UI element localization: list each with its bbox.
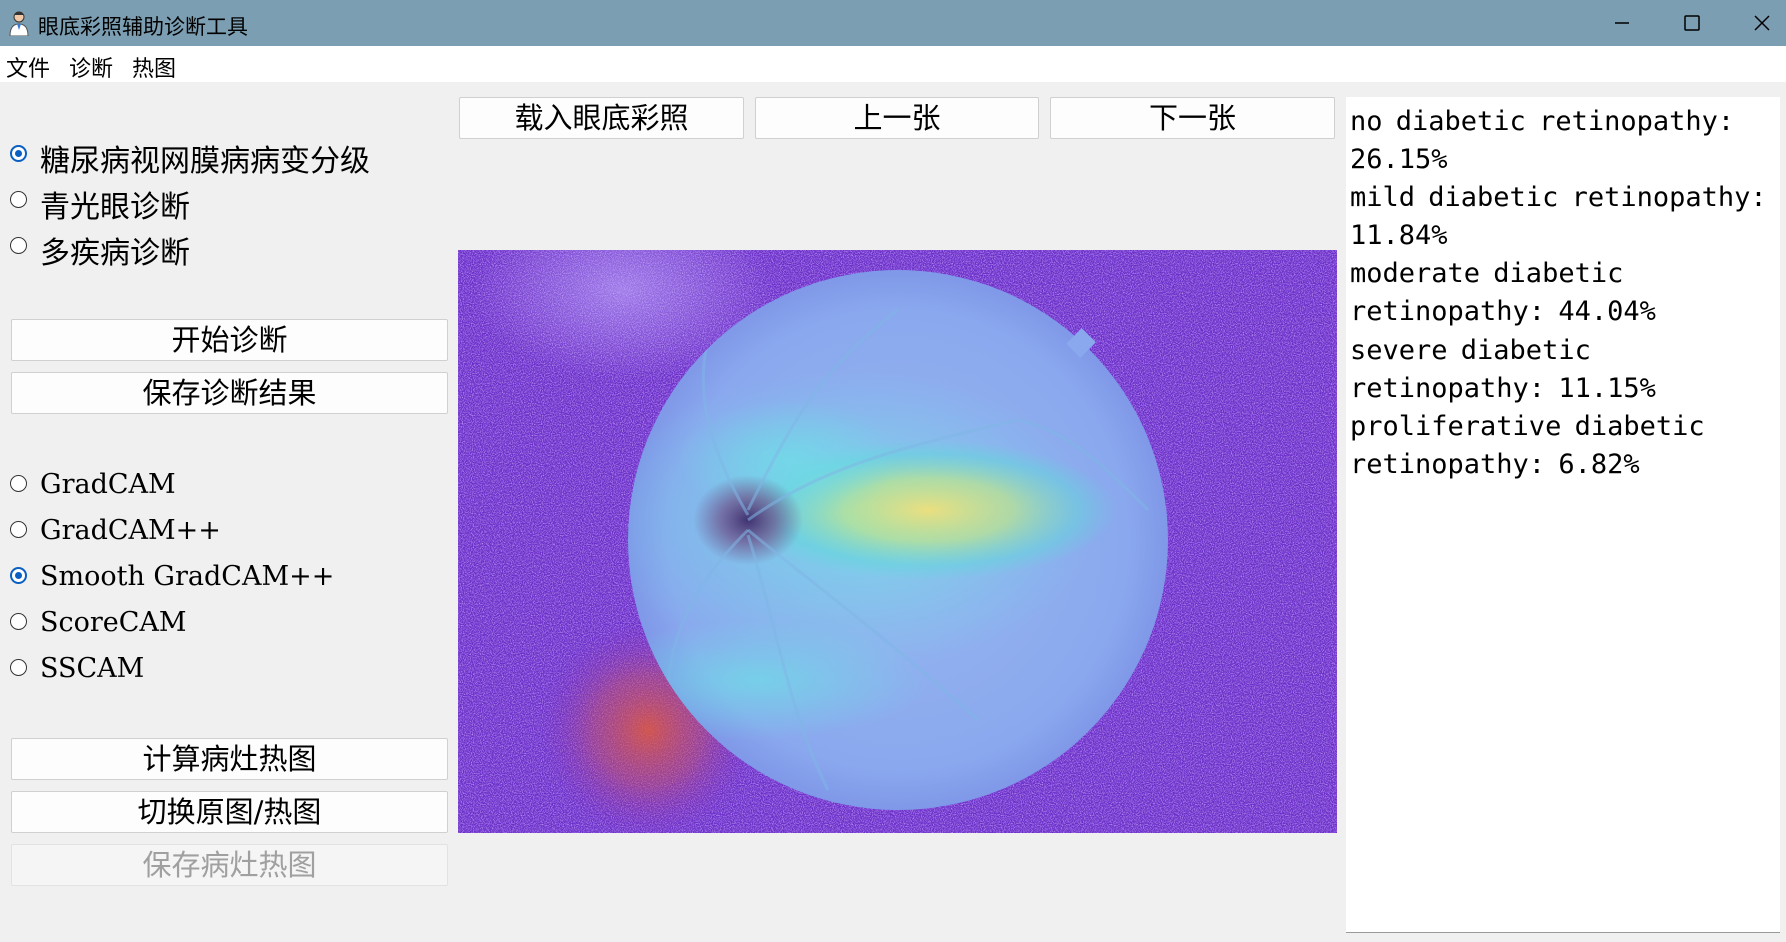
window-title: 眼底彩照辅助诊断工具 (38, 15, 248, 39)
save-result-button[interactable]: 保存诊断结果 (11, 372, 448, 414)
maximize-icon (1684, 15, 1700, 31)
diagnosis-result-text: no diabetic retinopathy: 26.15% mild dia… (1350, 106, 1767, 480)
close-icon (1754, 15, 1770, 31)
radio-label: SSCAM (40, 653, 145, 684)
minimize-button[interactable] (1592, 6, 1652, 40)
radio-button-checked[interactable] (10, 145, 27, 162)
radio-label: ScoreCAM (40, 607, 187, 638)
fundus-heatmap-image (458, 250, 1337, 833)
menu-bar: 文件 诊断 热图 (0, 46, 1786, 82)
radio-label: 多疾病诊断 (40, 236, 190, 271)
radio-label: GradCAM++ (40, 515, 221, 546)
next-image-button[interactable]: 下一张 (1050, 97, 1335, 139)
close-button[interactable] (1732, 6, 1786, 40)
menu-heatmap[interactable]: 热图 (132, 57, 177, 82)
diagnosis-result-panel[interactable]: no diabetic retinopathy: 26.15% mild dia… (1346, 97, 1780, 933)
title-bar: 眼底彩照辅助诊断工具 (0, 0, 1786, 46)
menu-file[interactable]: 文件 (6, 57, 51, 82)
compute-heatmap-button[interactable]: 计算病灶热图 (11, 738, 448, 780)
radio-button[interactable] (10, 659, 27, 676)
radio-button-checked[interactable] (10, 567, 27, 584)
radio-label: GradCAM (40, 469, 176, 500)
maximize-button[interactable] (1662, 6, 1722, 40)
toggle-view-button[interactable]: 切换原图/热图 (11, 791, 448, 833)
radio-button[interactable] (10, 521, 27, 538)
previous-image-button[interactable]: 上一张 (755, 97, 1039, 139)
start-diagnosis-button[interactable]: 开始诊断 (11, 319, 448, 361)
radio-button[interactable] (10, 191, 27, 208)
fundus-heatmap-canvas (458, 250, 1337, 833)
save-heatmap-button[interactable]: 保存病灶热图 (11, 844, 448, 886)
radio-label: 糖尿病视网膜病病变分级 (40, 144, 370, 179)
radio-label: Smooth GradCAM++ (40, 561, 335, 592)
load-image-button[interactable]: 载入眼底彩照 (459, 97, 744, 139)
minimize-icon (1615, 22, 1629, 24)
doctor-app-icon (9, 11, 29, 36)
radio-button[interactable] (10, 237, 27, 254)
radio-button[interactable] (10, 613, 27, 630)
radio-label: 青光眼诊断 (40, 190, 190, 225)
radio-button[interactable] (10, 475, 27, 492)
menu-diagnosis[interactable]: 诊断 (69, 57, 114, 82)
